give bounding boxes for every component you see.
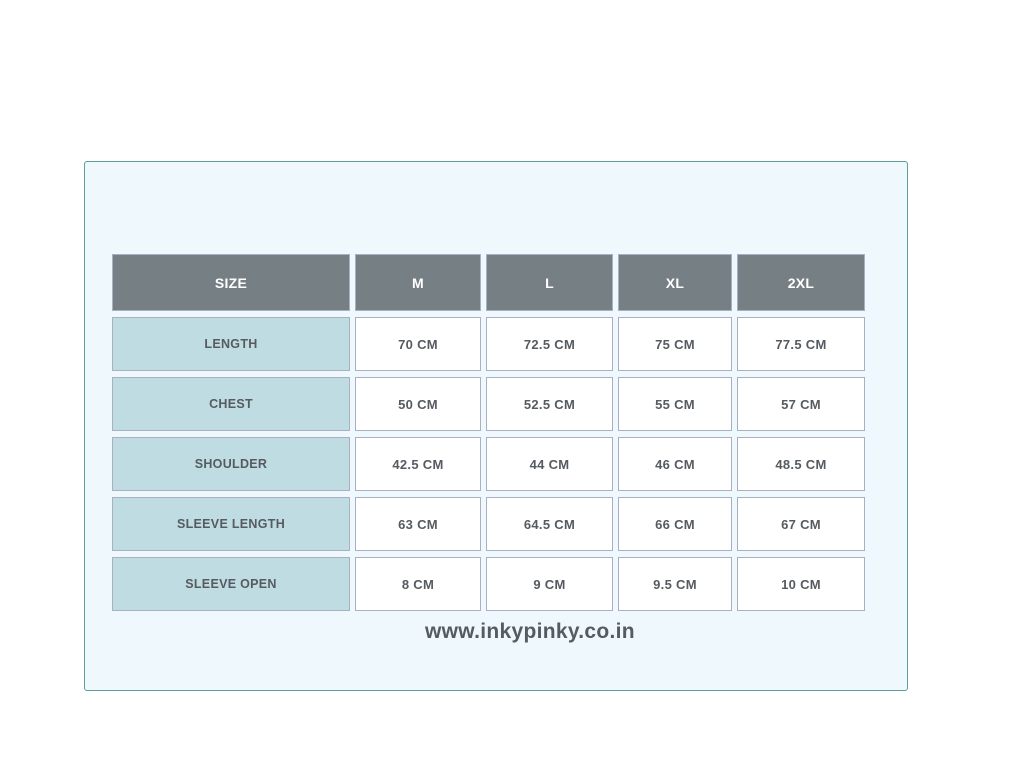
row-label: CHEST (112, 377, 350, 431)
table-cell: 64.5 CM (486, 497, 613, 551)
row-label: SHOULDER (112, 437, 350, 491)
table-cell: 72.5 CM (486, 317, 613, 371)
table-cell: 8 CM (355, 557, 481, 611)
table-cell: 9 CM (486, 557, 613, 611)
column-header: 2XL (737, 254, 865, 311)
table-cell: 67 CM (737, 497, 865, 551)
table-cell: 46 CM (618, 437, 732, 491)
column-header: M (355, 254, 481, 311)
website-url: www.inkypinky.co.in (425, 620, 635, 643)
table-cell: 70 CM (355, 317, 481, 371)
column-header: XL (618, 254, 732, 311)
table-cell: 48.5 CM (737, 437, 865, 491)
table-cell: 75 CM (618, 317, 732, 371)
table-cell: 66 CM (618, 497, 732, 551)
table-cell: 63 CM (355, 497, 481, 551)
row-label: SLEEVE OPEN (112, 557, 350, 611)
column-header: L (486, 254, 613, 311)
row-label: SLEEVE LENGTH (112, 497, 350, 551)
table-cell: 55 CM (618, 377, 732, 431)
table-cell: 9.5 CM (618, 557, 732, 611)
table-cell: 10 CM (737, 557, 865, 611)
table-cell: 44 CM (486, 437, 613, 491)
table-cell: 77.5 CM (737, 317, 865, 371)
column-header: SIZE (112, 254, 350, 311)
table-cell: 57 CM (737, 377, 865, 431)
row-label: LENGTH (112, 317, 350, 371)
table-cell: 50 CM (355, 377, 481, 431)
table-cell: 42.5 CM (355, 437, 481, 491)
table-cell: 52.5 CM (486, 377, 613, 431)
